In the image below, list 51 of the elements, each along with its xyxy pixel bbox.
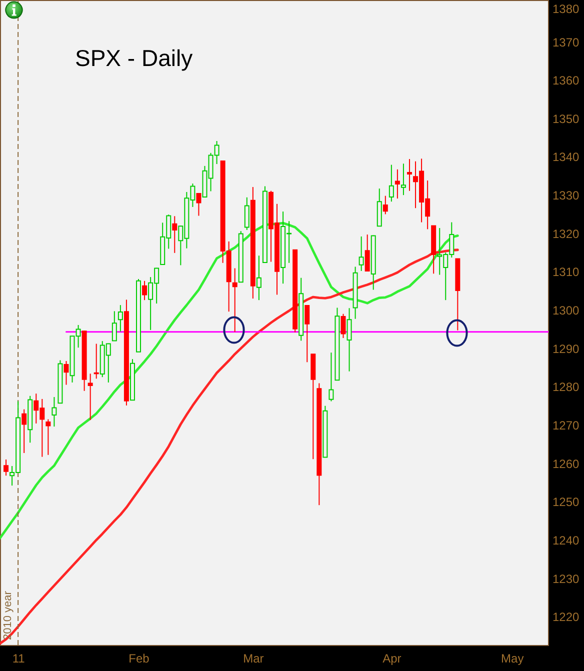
candlestick	[358, 236, 364, 272]
y-tick-label: 1350	[552, 112, 580, 126]
y-tick-label: 1270	[552, 418, 580, 433]
candlestick	[172, 216, 178, 254]
y-tick-label: 1280	[552, 380, 580, 394]
x-tick-label: Mar	[243, 652, 264, 666]
candlestick	[328, 352, 334, 402]
line-series	[0, 222, 459, 540]
y-tick-label: 1260	[552, 456, 580, 471]
candlestick	[112, 310, 117, 342]
candlestick	[52, 396, 57, 428]
candlestick	[340, 313, 346, 339]
y-tick-label: 1250	[552, 495, 580, 510]
ref-line-label: 2010 year	[2, 590, 14, 640]
candlestick	[346, 308, 352, 372]
candlestick	[394, 168, 400, 200]
y-tick-label: 1310	[552, 265, 580, 280]
candlestick	[64, 360, 69, 386]
candlestick	[406, 158, 412, 192]
x-tick-label: May	[501, 652, 524, 666]
text: SPX - Daily	[75, 45, 194, 71]
y-tick-label: 1340	[552, 150, 580, 164]
candlestick	[88, 373, 93, 421]
candlestick	[232, 268, 238, 332]
candlestick	[22, 408, 27, 454]
candlestick	[118, 304, 123, 332]
y-tick-label: 1300	[552, 304, 580, 318]
y-tick-label: 1370	[552, 35, 580, 50]
y-tick-label: 1220	[552, 610, 580, 624]
x-tick-label: Apr	[382, 652, 402, 666]
candlestick	[46, 418, 51, 456]
y-tick-label: 1320	[552, 226, 580, 241]
candlestick	[244, 196, 250, 230]
candlestick	[400, 163, 406, 196]
y-tick-label: 1330	[552, 188, 580, 203]
y-tick-label: 1360	[552, 74, 580, 88]
x-tick-label: Feb	[128, 652, 150, 666]
candlestick	[196, 193, 202, 216]
y-tick-label: 1380	[552, 2, 580, 16]
y-tick-label: 1290	[552, 342, 580, 356]
x-tick-label: 11	[12, 652, 26, 666]
candlestick	[364, 234, 370, 272]
y-tick-label: 1240	[552, 533, 580, 548]
y-tick-label: 1230	[552, 572, 580, 586]
candlestick	[382, 195, 388, 215]
candlestick	[256, 255, 262, 301]
candlestick	[4, 459, 9, 476]
candlestick	[388, 164, 394, 202]
candlestick	[94, 343, 99, 380]
candlestick	[304, 304, 310, 363]
candlestick	[142, 280, 148, 301]
